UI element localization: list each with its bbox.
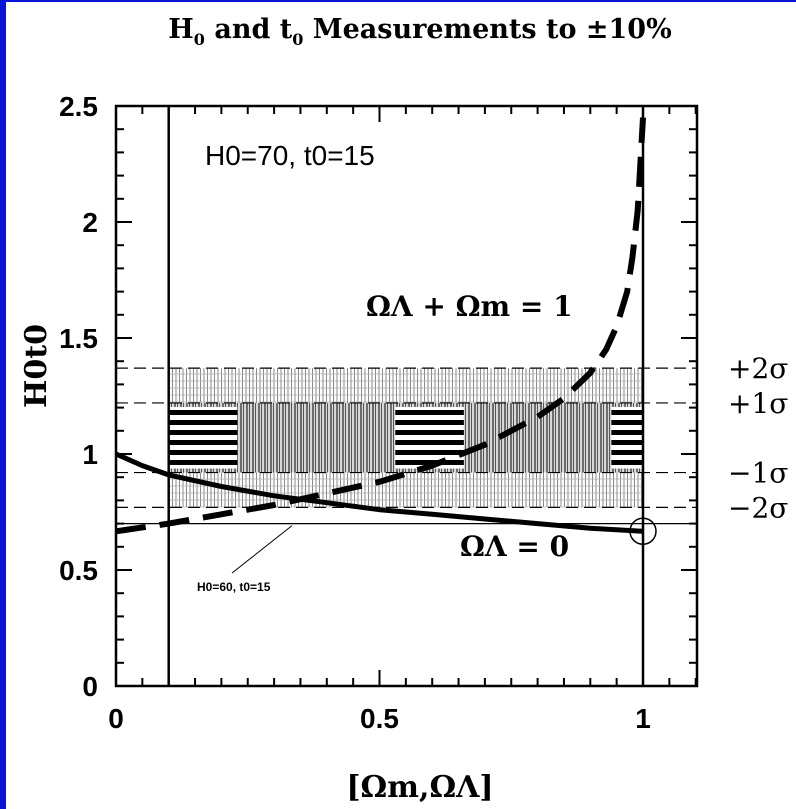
x-axis-label: [Ωm,ΩΛ] — [346, 770, 493, 805]
series-line-1 — [114, 451, 644, 534]
x-tick-label-1: 0.5 — [360, 703, 399, 734]
params-annotation: H0=70, t0=15 — [205, 140, 375, 171]
one-sigma-stripe-block-2 — [395, 406, 464, 469]
marked-point — [629, 517, 657, 546]
flat-curve-label: ΩΛ + Ωm = 1 — [366, 290, 573, 323]
sigma-bands — [168, 368, 643, 508]
vertical-lines — [167, 106, 645, 686]
axis-tick-labels: 0 0.5 1 1.5 2 2.5 0 0.5 1 — [59, 91, 651, 734]
y-tick-label-4: 2 — [82, 207, 98, 238]
y-tick-label-1: 0.5 — [59, 555, 98, 586]
reference-pointer — [231, 525, 293, 574]
chart-title: H0 and t0 Measurements to ±10% — [168, 14, 671, 49]
horizontal-reference-lines — [116, 367, 697, 525]
y-axis-label: H0t0 — [19, 324, 54, 408]
series-lines — [114, 117, 646, 535]
y-tick-label-2: 1 — [82, 439, 98, 470]
y-tick-label-0: 0 — [82, 671, 98, 702]
series-line-2 — [115, 117, 646, 535]
one-sigma-stripe-block-3 — [611, 406, 643, 469]
y-tick-label-3: 1.5 — [59, 323, 98, 354]
open-curve-label: ΩΛ = 0 — [460, 530, 569, 563]
reference-line-label: H0=60, t0=15 — [197, 580, 271, 594]
one-sigma-stripe-block-1 — [168, 406, 238, 469]
axis-ticks — [115, 105, 697, 687]
sigma-labels: +2σ+1σ −1σ−2σ — [728, 352, 788, 524]
sigma-label-1: +2σ — [728, 352, 788, 385]
sigma-label-2: +1σ — [728, 387, 788, 420]
sigma-label-3: −1σ — [728, 457, 788, 490]
x-tick-label-0: 0 — [108, 703, 124, 734]
sigma-label-4: −2σ — [728, 491, 788, 524]
y-tick-label-5: 2.5 — [59, 91, 98, 122]
x-tick-label-2: 1 — [635, 703, 651, 734]
